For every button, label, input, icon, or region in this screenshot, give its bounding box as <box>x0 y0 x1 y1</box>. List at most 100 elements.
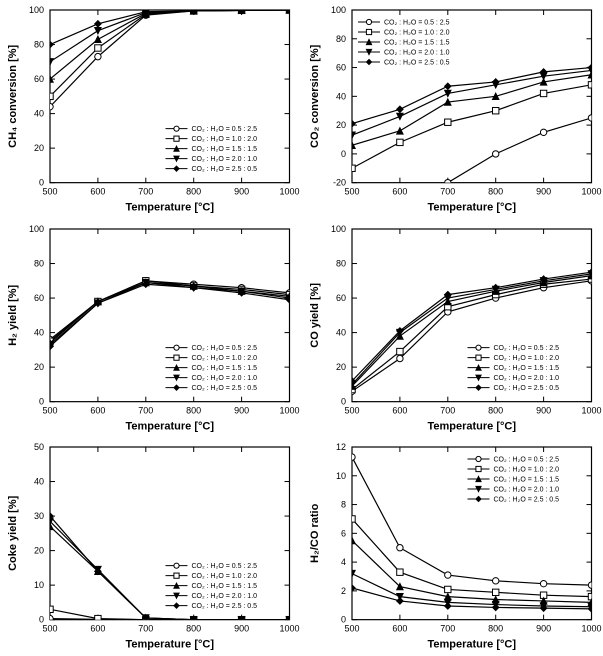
x-tick-label: 600 <box>392 405 407 415</box>
y-tick-label: 0 <box>39 615 44 625</box>
x-tick-label: 600 <box>90 624 105 634</box>
x-tick-label: 800 <box>488 624 503 634</box>
y-tick-label: 60 <box>335 293 345 303</box>
x-tick-label: 700 <box>440 187 455 197</box>
series-line-s2 <box>352 519 592 597</box>
legend-label: CO₂ : H₂O = 1.0 : 2.0 <box>192 573 258 580</box>
legend-label: CO₂ : H₂O = 2.5 : 0.5 <box>384 60 450 67</box>
series-line-s2 <box>352 279 592 390</box>
y-tick-label: 30 <box>34 511 44 521</box>
x-tick-label: 500 <box>344 624 359 634</box>
series-line-s3 <box>352 541 592 603</box>
y-axis-label: H₂ yield [%] <box>7 284 19 345</box>
y-tick-label: 12 <box>335 442 345 452</box>
legend-label: CO₂ : H₂O = 2.5 : 0.5 <box>192 166 258 173</box>
legend-label: CO₂ : H₂O = 1.0 : 2.0 <box>384 30 450 37</box>
legend-label: CO₂ : H₂O = 2.0 : 1.0 <box>493 487 559 494</box>
legend-label: CO₂ : H₂O = 1.5 : 1.5 <box>192 583 258 590</box>
y-tick-label: 40 <box>34 109 44 119</box>
legend-label: CO₂ : H₂O = 2.0 : 1.0 <box>192 156 258 163</box>
x-axis-label: Temperature [°C] <box>125 202 214 214</box>
legend: CO₂ : H₂O = 0.5 : 2.5CO₂ : H₂O = 1.0 : 2… <box>166 126 258 173</box>
y-tick-label: 0 <box>340 615 345 625</box>
legend: CO₂ : H₂O = 0.5 : 2.5CO₂ : H₂O = 1.0 : 2… <box>467 345 559 392</box>
legend-label: CO₂ : H₂O = 1.5 : 1.5 <box>192 146 258 153</box>
series-line-s2 <box>50 610 290 620</box>
x-tick-label: 800 <box>186 624 201 634</box>
y-tick-label: 20 <box>335 120 345 130</box>
x-tick-label: 800 <box>186 405 201 415</box>
series-line-s2 <box>50 280 290 340</box>
legend-label: CO₂ : H₂O = 2.5 : 0.5 <box>192 603 258 610</box>
chart-grid: 5006007008009001000020406080100Temperatu… <box>0 0 603 656</box>
y-tick-label: 100 <box>330 5 345 15</box>
x-tick-label: 1000 <box>581 187 601 197</box>
x-tick-label: 1000 <box>279 405 299 415</box>
chart-h2co: 5006007008009001000024681012Temperature … <box>302 437 603 656</box>
legend-label: CO₂ : H₂O = 2.5 : 0.5 <box>192 385 258 392</box>
x-axis-label: Temperature [°C] <box>125 639 214 651</box>
y-tick-label: 20 <box>34 143 44 153</box>
chart-co2: 5006007008009001000-20020406080100Temper… <box>302 0 603 219</box>
legend-label: CO₂ : H₂O = 0.5 : 2.5 <box>192 345 258 352</box>
legend-label: CO₂ : H₂O = 1.0 : 2.0 <box>493 467 559 474</box>
x-tick-label: 500 <box>42 405 57 415</box>
y-axis-label: CO yield [%] <box>309 282 321 347</box>
y-tick-label: 100 <box>29 224 44 234</box>
x-tick-label: 500 <box>344 187 359 197</box>
legend: CO₂ : H₂O = 0.5 : 2.5 CO₂ : H₂O = 1.0 : 2… <box>166 345 258 392</box>
y-tick-label: 80 <box>34 258 44 268</box>
x-tick-label: 900 <box>536 187 551 197</box>
series-line-s5 <box>50 284 290 346</box>
legend-label: CO₂ : H₂O = 1.0 : 2.0 <box>192 355 258 362</box>
series-line-s4 <box>50 10 290 62</box>
x-tick-label: 1000 <box>279 187 299 197</box>
x-tick-label: 500 <box>344 405 359 415</box>
legend-label: CO₂ : H₂O = 2.0 : 1.0 <box>192 593 258 600</box>
y-tick-label: 2 <box>340 586 345 596</box>
legend-label: CO₂ : H₂O = 1.5 : 1.5 <box>192 365 258 372</box>
legend-label: CO₂ : H₂O = 0.5 : 2.5 <box>493 345 559 352</box>
series-line-s3 <box>50 282 290 342</box>
legend: CO₂ : H₂O = 0.5 : 2.5 CO₂ : H₂O = 1.0 : 2… <box>358 19 450 66</box>
legend-label: CO₂ : H₂O = 0.5 : 2.5 <box>493 457 559 464</box>
x-tick-label: 700 <box>440 405 455 415</box>
legend: CO₂ : H₂O = 0.5 : 2.5 CO₂ : H₂O = 1.0 : 2… <box>467 457 559 504</box>
y-tick-label: 6 <box>340 529 345 539</box>
y-tick-label: 100 <box>330 224 345 234</box>
x-axis-label: Temperature [°C] <box>427 420 516 432</box>
y-tick-label: 20 <box>335 362 345 372</box>
chart-ch4: 5006007008009001000020406080100Temperatu… <box>0 0 302 219</box>
x-tick-label: 900 <box>234 405 249 415</box>
legend-label: CO₂ : H₂O = 1.5 : 1.5 <box>384 40 450 47</box>
y-tick-label: 8 <box>340 500 345 510</box>
legend-label: CO₂ : H₂O = 1.5 : 1.5 <box>493 477 559 484</box>
x-tick-label: 600 <box>90 405 105 415</box>
x-tick-label: 700 <box>138 624 153 634</box>
x-tick-label: 600 <box>392 187 407 197</box>
y-tick-label: 60 <box>34 74 44 84</box>
series-line-s1 <box>50 10 290 107</box>
series-line-s5 <box>352 68 592 124</box>
x-tick-label: 900 <box>536 624 551 634</box>
x-tick-label: 900 <box>234 187 249 197</box>
y-tick-label: 0 <box>39 396 44 406</box>
legend-label: CO₂ : H₂O = 0.5 : 2.5 <box>384 20 450 27</box>
y-tick-label: 40 <box>34 477 44 487</box>
panel-coke: 500600700800900100001020304050Temperatur… <box>0 437 302 656</box>
y-tick-label: 80 <box>34 40 44 50</box>
panel-co2: 5006007008009001000-20020406080100Temper… <box>302 0 603 219</box>
y-tick-label: 40 <box>335 91 345 101</box>
y-tick-label: 40 <box>335 327 345 337</box>
y-tick-label: 80 <box>335 34 345 44</box>
y-tick-label: 40 <box>34 327 44 337</box>
panel-ch4: 5006007008009001000020406080100Temperatu… <box>0 0 302 219</box>
x-tick-label: 900 <box>536 405 551 415</box>
y-tick-label: 0 <box>340 396 345 406</box>
x-tick-label: 700 <box>138 187 153 197</box>
x-tick-label: 1000 <box>581 624 601 634</box>
legend-label: CO₂ : H₂O = 0.5 : 2.5 <box>192 126 258 133</box>
panel-h2: 5006007008009001000020406080100Temperatu… <box>0 219 302 438</box>
legend-label: CO₂ : H₂O = 2.5 : 0.5 <box>493 385 559 392</box>
x-tick-label: 500 <box>42 187 57 197</box>
